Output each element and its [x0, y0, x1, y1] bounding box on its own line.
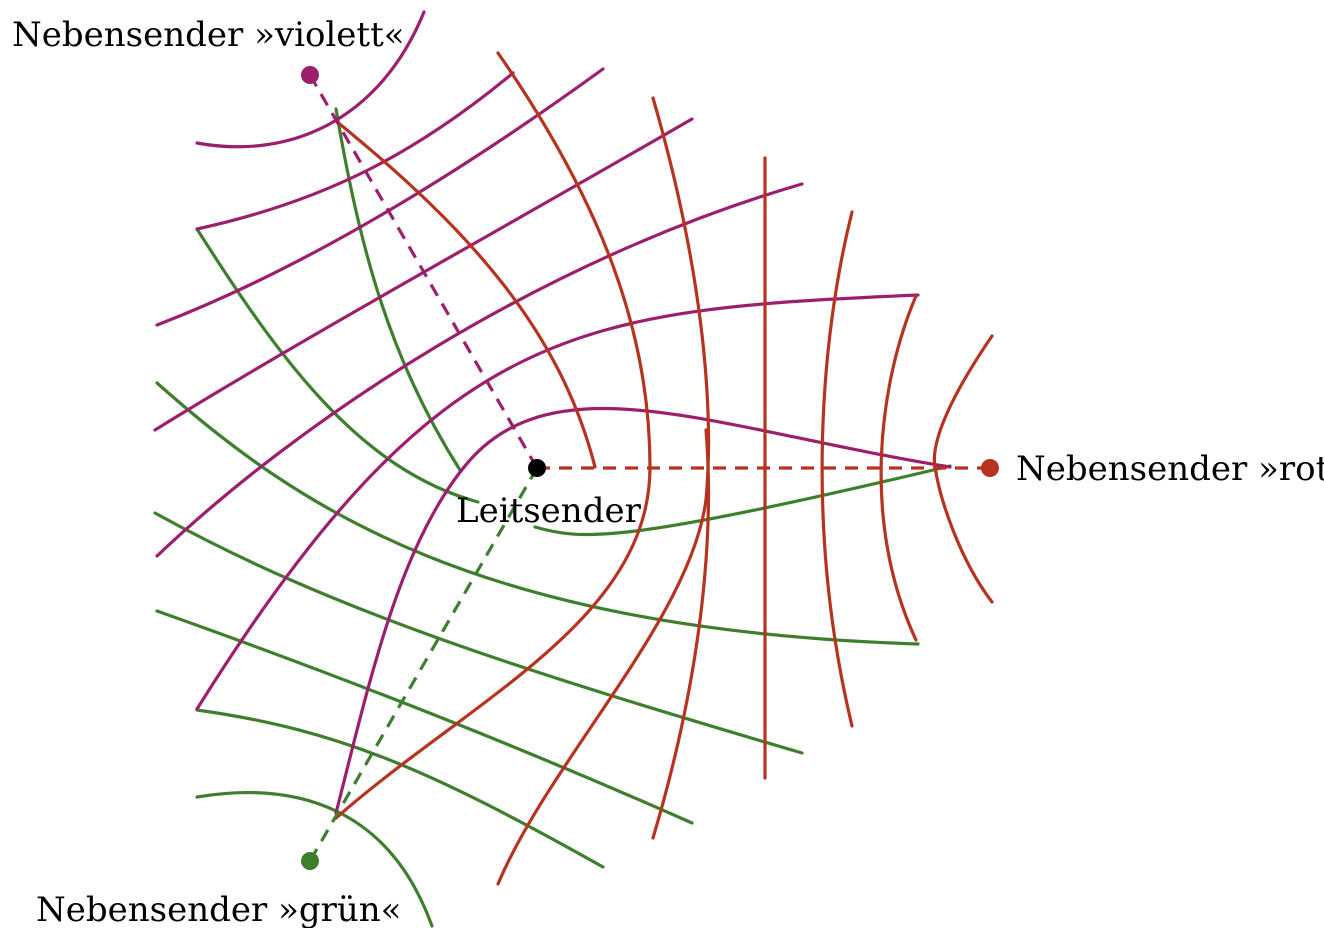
violet-line — [195, 293, 920, 711]
green-line — [195, 708, 605, 869]
green-line — [195, 227, 480, 504]
station-red-dot — [981, 459, 999, 477]
red-line — [334, 51, 652, 820]
green-line — [155, 381, 920, 646]
violet-line — [155, 67, 605, 327]
violet-line — [155, 182, 804, 558]
green-line — [533, 464, 952, 537]
label-master-station: Leitsender — [456, 491, 642, 531]
green-hyperbola-lines — [153, 107, 952, 928]
red-line — [820, 210, 854, 728]
label-green-station: Nebensender »grün« — [36, 890, 401, 928]
violet-line — [195, 71, 515, 231]
green-line — [334, 107, 462, 472]
baseline-violet — [308, 74, 539, 469]
red-line — [651, 428, 711, 840]
violet-line — [153, 117, 694, 432]
red-line — [496, 96, 711, 886]
violet-line — [195, 10, 426, 149]
label-red-station: Nebensender »rot« — [1016, 449, 1324, 489]
station-markers — [301, 66, 999, 870]
station-violet-dot — [301, 66, 319, 84]
green-line — [155, 609, 694, 825]
baseline-green — [308, 467, 539, 862]
violet-hyperbola-lines — [153, 10, 952, 815]
red-line — [879, 294, 918, 642]
violet-line — [334, 406, 952, 815]
green-line — [153, 511, 804, 755]
red-line — [334, 119, 597, 469]
baselines — [308, 74, 990, 862]
label-violet-station: Nebensender »violett« — [12, 15, 405, 55]
station-master-dot — [528, 459, 546, 477]
station-green-dot — [301, 852, 319, 870]
